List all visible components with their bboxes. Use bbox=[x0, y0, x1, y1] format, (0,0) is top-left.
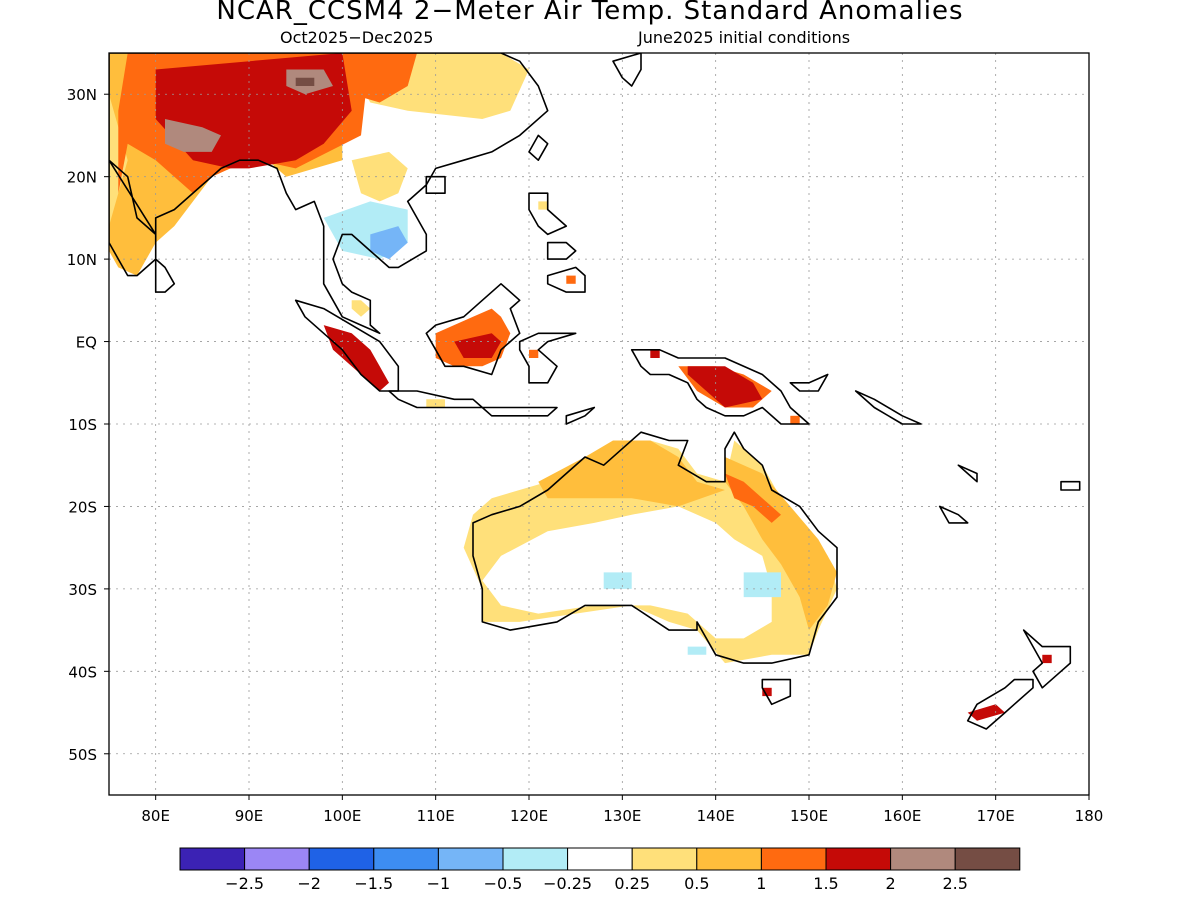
colorbar-swatch bbox=[825, 847, 892, 871]
anomaly-region-philippines-2 bbox=[566, 275, 576, 284]
colorbar-label: −2.5 bbox=[225, 874, 264, 893]
lat-tick-label: 10N bbox=[67, 251, 97, 269]
lat-tick-label: 10S bbox=[68, 416, 97, 434]
lon-tick-label: 150E bbox=[790, 807, 828, 825]
coastline-fiji bbox=[1060, 480, 1081, 491]
lon-tick-label: 80E bbox=[141, 807, 170, 825]
anomaly-region-sulawesi bbox=[529, 349, 539, 358]
coastline-visayas bbox=[546, 241, 577, 260]
colorbar-label: 0.25 bbox=[614, 874, 650, 893]
anomaly-region-australia-east-red bbox=[725, 473, 781, 523]
colorbar-label: −0.5 bbox=[484, 874, 523, 893]
anomaly-region-tibet-extreme-1 bbox=[165, 119, 221, 152]
longitude-axis: 80E 90E 100E 110E 120E 130E 140E 150E 160E 170E 18… bbox=[141, 795, 1103, 825]
anomaly-region-tibet-peak bbox=[295, 77, 315, 86]
coastline-new-caledonia bbox=[938, 505, 969, 524]
coastline-australia bbox=[472, 431, 838, 664]
colorbar-label: 2 bbox=[886, 874, 896, 893]
colorbar-label: 2.5 bbox=[942, 874, 967, 893]
coastline-borneo bbox=[425, 282, 521, 376]
coastline-japan-kyushu bbox=[612, 53, 642, 87]
colorbar-swatch bbox=[760, 847, 827, 871]
lon-tick-label: 90E bbox=[235, 807, 264, 825]
colorbar-swatch bbox=[308, 847, 375, 871]
lon-tick-label: 120E bbox=[510, 807, 548, 825]
coastline-taiwan bbox=[528, 134, 549, 161]
coastline-solomons bbox=[854, 390, 922, 425]
colorbar-swatch bbox=[631, 847, 698, 871]
coastline-hainan bbox=[425, 175, 446, 194]
colorbar-swatch bbox=[696, 847, 762, 871]
colorbar-label: −1.5 bbox=[354, 874, 393, 893]
coastline-sri-lanka bbox=[154, 258, 176, 293]
anomaly-region-papua-west-dot bbox=[650, 349, 660, 358]
coastline-nz-south-island bbox=[966, 678, 1034, 730]
colorbar-label: −2 bbox=[297, 874, 321, 893]
anomaly-region-australia-cool-1 bbox=[603, 572, 632, 589]
lon-tick-label: 100E bbox=[323, 807, 361, 825]
colorbar-swatch bbox=[954, 847, 1021, 871]
anomaly-region-australia-north-orange bbox=[538, 440, 725, 507]
lat-tick-label: 30N bbox=[67, 86, 97, 104]
lat-tick-label: 20S bbox=[68, 498, 97, 516]
anomaly-region-australia-cool-3 bbox=[687, 646, 707, 655]
coastline-mindanao bbox=[546, 266, 586, 293]
latitude-axis: 30N 20N 10N EQ 10S 20S 30S 40S 50S bbox=[67, 86, 109, 764]
lon-tick-label: 180 bbox=[1075, 807, 1104, 825]
lon-tick-label: 140E bbox=[697, 807, 735, 825]
coastline-timor bbox=[565, 406, 596, 425]
colorbar-swatch bbox=[890, 847, 956, 871]
colorbar-label: −0.25 bbox=[543, 874, 592, 893]
anomaly-region-malaysia bbox=[351, 300, 371, 317]
colorbar-swatch bbox=[502, 847, 569, 871]
coastline-asia-mainland bbox=[109, 53, 549, 335]
anomaly-region-borneo-red bbox=[454, 333, 501, 358]
anomaly-region-australia-cool-2 bbox=[743, 572, 781, 598]
colorbar-label: 0.5 bbox=[684, 874, 709, 893]
lon-tick-label: 110E bbox=[417, 807, 455, 825]
forecast-period: Oct2025−Dec2025 bbox=[280, 28, 434, 47]
colorbar-label: 1.5 bbox=[813, 874, 838, 893]
lat-tick-label: 40S bbox=[68, 663, 97, 681]
anomaly-region-cambodia-cool bbox=[370, 226, 408, 260]
colorbar-swatch bbox=[244, 847, 310, 871]
lat-tick-label: 50S bbox=[68, 746, 97, 764]
coastline-lesser-sundas bbox=[481, 406, 558, 417]
colorbar: −2.5 −2 −1.5 −1 −0.5 −0.25 0.25 0.5 1 1.5 2 2.5 bbox=[179, 847, 1021, 893]
coastline-sulawesi bbox=[518, 332, 577, 384]
lat-tick-label: 30S bbox=[68, 581, 97, 599]
anomaly-region-nz-north bbox=[1042, 654, 1052, 664]
coastline-vanuatu bbox=[957, 464, 978, 483]
colorbar-swatch bbox=[373, 847, 439, 871]
coastline-new-guinea bbox=[630, 348, 810, 425]
coastline-luzon bbox=[528, 192, 568, 236]
lon-tick-label: 170E bbox=[977, 807, 1015, 825]
anomaly-region-new-guinea-east bbox=[790, 415, 800, 424]
colorbar-swatch bbox=[567, 847, 633, 871]
lat-tick-label: 20N bbox=[67, 169, 97, 187]
anomaly-region-indochina-light bbox=[351, 151, 408, 202]
lon-tick-label: 130E bbox=[603, 807, 641, 825]
anomaly-region-china-orange-band bbox=[342, 53, 417, 103]
anomaly-region-tasmania bbox=[762, 687, 772, 697]
coastline-nz-north-island bbox=[1022, 629, 1072, 689]
initial-conditions: June2025 initial conditions bbox=[638, 28, 851, 47]
colorbar-label: −1 bbox=[427, 874, 451, 893]
anomaly-region-nz-south bbox=[967, 704, 1005, 721]
colorbar-swatch bbox=[437, 847, 504, 871]
coastline-new-britain bbox=[789, 373, 829, 392]
lat-tick-label: EQ bbox=[76, 334, 97, 352]
lon-tick-label: 160E bbox=[883, 807, 921, 825]
map-title: NCAR_CCSM4 2−Meter Air Temp. Standard An… bbox=[216, 0, 964, 26]
anomaly-region-philippines-1 bbox=[538, 201, 548, 210]
anomaly-region-new-guinea-red bbox=[687, 366, 763, 408]
coastlines bbox=[109, 53, 1081, 730]
coastline-tasmania bbox=[761, 678, 792, 706]
colorbar-label: 1 bbox=[756, 874, 766, 893]
colorbar-swatch bbox=[179, 847, 246, 871]
